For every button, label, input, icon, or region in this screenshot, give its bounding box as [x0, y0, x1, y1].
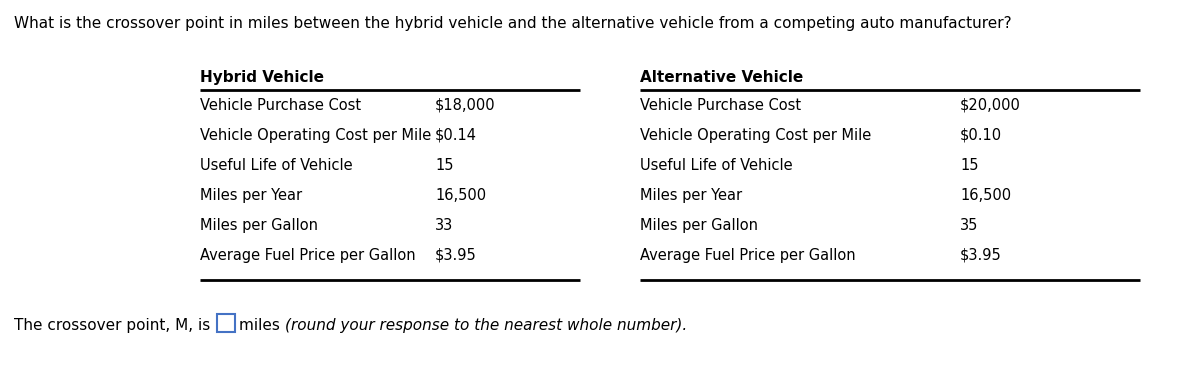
Text: Useful Life of Vehicle: Useful Life of Vehicle — [200, 158, 353, 173]
Text: Hybrid Vehicle: Hybrid Vehicle — [200, 70, 324, 85]
Text: What is the crossover point in miles between the hybrid vehicle and the alternat: What is the crossover point in miles bet… — [14, 16, 1012, 31]
Text: $0.10: $0.10 — [960, 128, 1002, 143]
Text: Miles per Year: Miles per Year — [640, 188, 742, 203]
Text: Useful Life of Vehicle: Useful Life of Vehicle — [640, 158, 793, 173]
Text: Vehicle Operating Cost per Mile: Vehicle Operating Cost per Mile — [640, 128, 871, 143]
Text: 16,500: 16,500 — [436, 188, 486, 203]
Text: miles: miles — [239, 318, 284, 333]
Text: Miles per Gallon: Miles per Gallon — [200, 218, 318, 233]
Text: Vehicle Purchase Cost: Vehicle Purchase Cost — [640, 98, 802, 113]
Text: 15: 15 — [436, 158, 454, 173]
Text: $3.95: $3.95 — [960, 248, 1002, 263]
Text: Alternative Vehicle: Alternative Vehicle — [640, 70, 803, 85]
Text: Vehicle Operating Cost per Mile: Vehicle Operating Cost per Mile — [200, 128, 431, 143]
Text: $0.14: $0.14 — [436, 128, 478, 143]
Text: Miles per Year: Miles per Year — [200, 188, 302, 203]
Text: (round your response to the nearest whole number).: (round your response to the nearest whol… — [284, 318, 688, 333]
Text: Miles per Gallon: Miles per Gallon — [640, 218, 758, 233]
Text: Average Fuel Price per Gallon: Average Fuel Price per Gallon — [640, 248, 856, 263]
Text: 15: 15 — [960, 158, 978, 173]
Text: 33: 33 — [436, 218, 454, 233]
Text: 35: 35 — [960, 218, 978, 233]
Text: $18,000: $18,000 — [436, 98, 496, 113]
Text: The crossover point, M, is: The crossover point, M, is — [14, 318, 215, 333]
Text: Vehicle Purchase Cost: Vehicle Purchase Cost — [200, 98, 361, 113]
Text: Average Fuel Price per Gallon: Average Fuel Price per Gallon — [200, 248, 415, 263]
Text: 16,500: 16,500 — [960, 188, 1012, 203]
Text: $20,000: $20,000 — [960, 98, 1021, 113]
Bar — [217, 314, 235, 332]
Text: $3.95: $3.95 — [436, 248, 476, 263]
